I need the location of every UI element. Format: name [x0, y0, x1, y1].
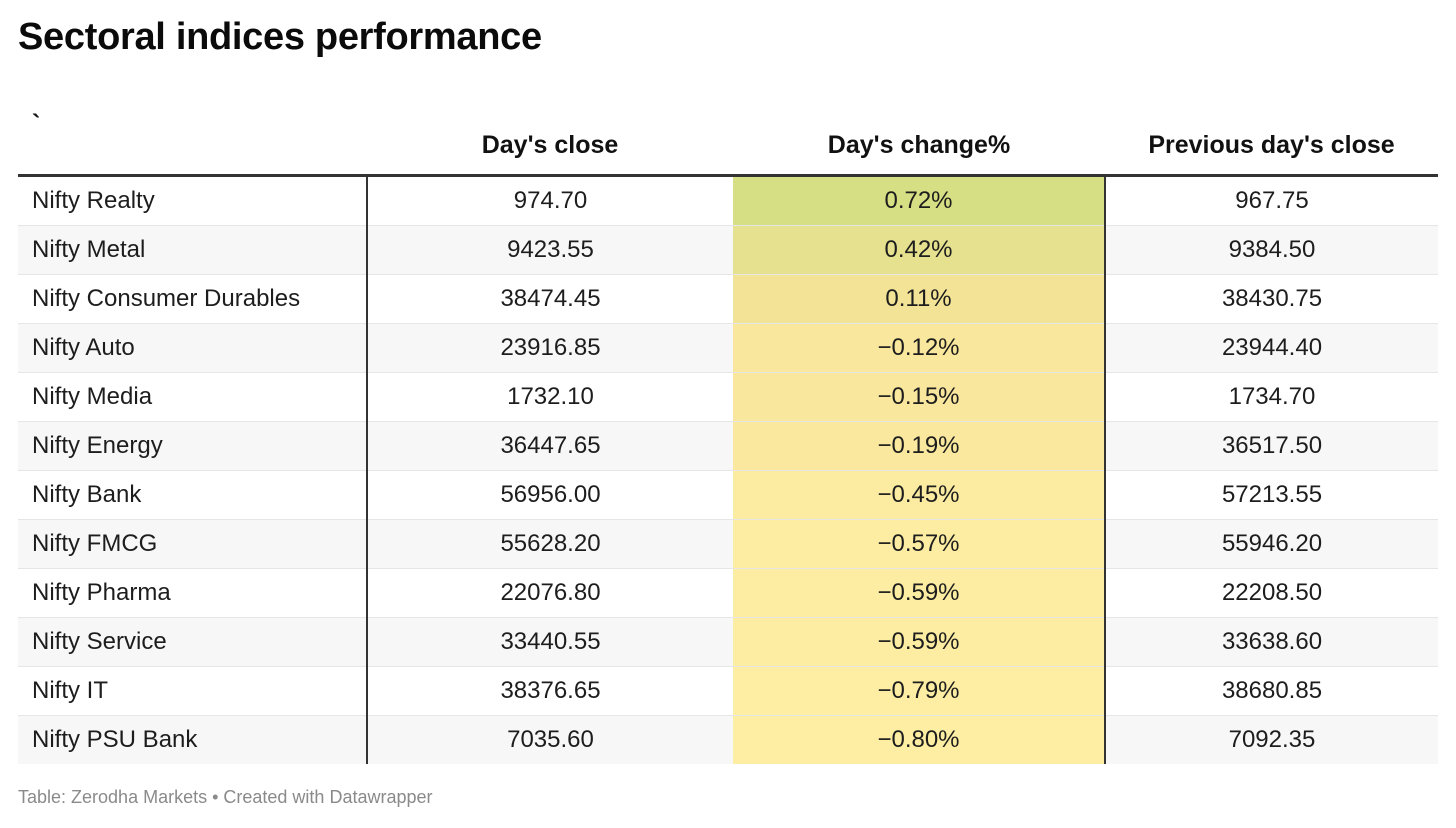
day-change-cell: −0.12%	[733, 323, 1106, 373]
index-name-cell: Nifty Auto	[18, 323, 368, 373]
day-close-cell: 23916.85	[367, 323, 733, 373]
prev-close-cell: 38430.75	[1105, 274, 1438, 324]
table-row: Nifty Realty 974.70 0.72% 967.75	[18, 175, 1438, 226]
prev-close-cell: 22208.50	[1105, 568, 1438, 618]
table-row: Nifty FMCG 55628.20 −0.57% 55946.20	[18, 519, 1438, 569]
day-change-cell: −0.59%	[733, 617, 1106, 667]
day-close-cell: 33440.55	[367, 617, 733, 667]
table-row: Nifty Metal 9423.55 0.42% 9384.50	[18, 225, 1438, 275]
prev-close-cell: 23944.40	[1105, 323, 1438, 373]
prev-close-cell: 967.75	[1105, 175, 1438, 226]
index-name-cell: Nifty Consumer Durables	[18, 274, 368, 324]
index-name-cell: Nifty Media	[18, 372, 368, 422]
table-row: Nifty Media 1732.10 −0.15% 1734.70	[18, 372, 1438, 422]
day-close-cell: 22076.80	[367, 568, 733, 618]
index-name-cell: Nifty Metal	[18, 225, 368, 275]
table-row: Nifty Service 33440.55 −0.59% 33638.60	[18, 617, 1438, 667]
day-change-cell: −0.19%	[733, 421, 1106, 471]
table-row: Nifty IT 38376.65 −0.79% 38680.85	[18, 666, 1438, 716]
day-close-cell: 38474.45	[367, 274, 733, 324]
index-name-cell: Nifty Bank	[18, 470, 368, 520]
day-close-cell: 7035.60	[367, 715, 733, 764]
index-name-cell: Nifty Pharma	[18, 568, 368, 618]
index-name-cell: Nifty IT	[18, 666, 368, 716]
prev-close-cell: 38680.85	[1105, 666, 1438, 716]
table-row: Nifty Consumer Durables 38474.45 0.11% 3843…	[18, 274, 1438, 324]
day-change-cell: −0.80%	[733, 715, 1106, 764]
table-row: Nifty Bank 56956.00 −0.45% 57213.55	[18, 470, 1438, 520]
prev-close-cell: 55946.20	[1105, 519, 1438, 569]
column-header-change: Day's change%	[733, 96, 1105, 177]
day-change-cell: 0.42%	[733, 225, 1106, 275]
day-close-cell: 55628.20	[367, 519, 733, 569]
index-name-cell: Nifty Energy	[18, 421, 368, 471]
table-body: Nifty Realty 974.70 0.72% 967.75 Nifty Metal…	[18, 175, 1438, 764]
day-change-cell: −0.59%	[733, 568, 1106, 618]
day-close-cell: 56956.00	[367, 470, 733, 520]
index-name-cell: Nifty Realty	[18, 175, 368, 226]
day-change-cell: 0.72%	[733, 175, 1106, 226]
column-header-close: Day's close	[367, 96, 733, 177]
table-row: Nifty Pharma 22076.80 −0.59% 22208.50	[18, 568, 1438, 618]
index-name-cell: Nifty FMCG	[18, 519, 368, 569]
index-name-cell: Nifty PSU Bank	[18, 715, 368, 764]
prev-close-cell: 57213.55	[1105, 470, 1438, 520]
index-name-cell: Nifty Service	[18, 617, 368, 667]
day-change-cell: −0.45%	[733, 470, 1106, 520]
day-close-cell: 974.70	[367, 175, 733, 226]
day-change-cell: −0.15%	[733, 372, 1106, 422]
prev-close-cell: 33638.60	[1105, 617, 1438, 667]
day-close-cell: 1732.10	[367, 372, 733, 422]
table-title: Sectoral indices performance	[18, 16, 542, 58]
prev-close-cell: 9384.50	[1105, 225, 1438, 275]
prev-close-cell: 7092.35	[1105, 715, 1438, 764]
table-row: Nifty Energy 36447.65 −0.19% 36517.50	[18, 421, 1438, 471]
source-note: Table: Zerodha Markets • Created with Da…	[18, 787, 433, 807]
day-close-cell: 38376.65	[367, 666, 733, 716]
day-change-cell: 0.11%	[733, 274, 1106, 324]
sectoral-indices-table: ` Day's close Day's change% Previous day…	[18, 96, 1438, 764]
day-close-cell: 9423.55	[367, 225, 733, 275]
table-row: Nifty Auto 23916.85 −0.12% 23944.40	[18, 323, 1438, 373]
prev-close-cell: 1734.70	[1105, 372, 1438, 422]
column-header-prev-close: Previous day's close	[1105, 96, 1438, 177]
day-change-cell: −0.57%	[733, 519, 1106, 569]
table-header-row: ` Day's close Day's change% Previous day…	[18, 96, 1438, 177]
day-close-cell: 36447.65	[367, 421, 733, 471]
prev-close-cell: 36517.50	[1105, 421, 1438, 471]
day-change-cell: −0.79%	[733, 666, 1106, 716]
table-row: Nifty PSU Bank 7035.60 −0.80% 7092.35	[18, 715, 1438, 764]
column-header-name: `	[18, 96, 367, 177]
